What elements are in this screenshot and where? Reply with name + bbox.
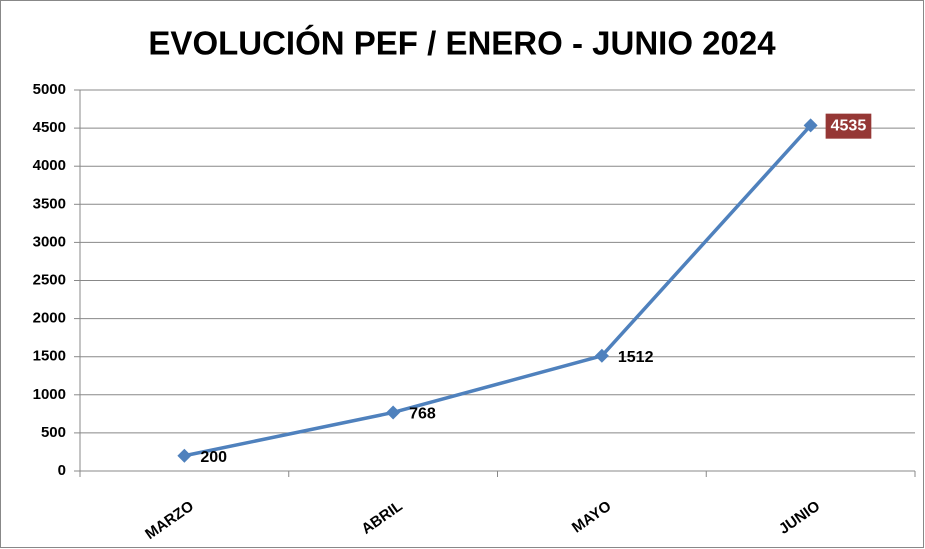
marker [594,348,609,363]
y-tick-label: 1000 [33,386,66,403]
data-label: 1512 [618,349,654,366]
data-label: 768 [409,406,436,423]
chart-title: EVOLUCIÓN PEF / ENERO - JUNIO 2024 [148,25,776,62]
marker [803,118,818,133]
marker [386,405,401,420]
y-tick-label: 3000 [33,233,66,250]
marker [177,448,192,463]
y-tick-label: 2000 [33,310,66,327]
y-tick-label: 500 [41,424,66,441]
line [184,124,812,458]
y-tick-label: 2500 [33,271,66,288]
y-tick-label: 4000 [33,157,66,174]
data-label-box [825,113,872,139]
y-tick-label: 3500 [33,195,66,212]
data-label: 200 [200,449,227,466]
y-tick-label: 4500 [33,119,66,136]
data-label: 4535 [831,118,867,135]
y-tick-label: 0 [58,462,66,479]
y-tick-label: 5000 [33,81,66,98]
y-tick-label: 1500 [33,348,66,365]
